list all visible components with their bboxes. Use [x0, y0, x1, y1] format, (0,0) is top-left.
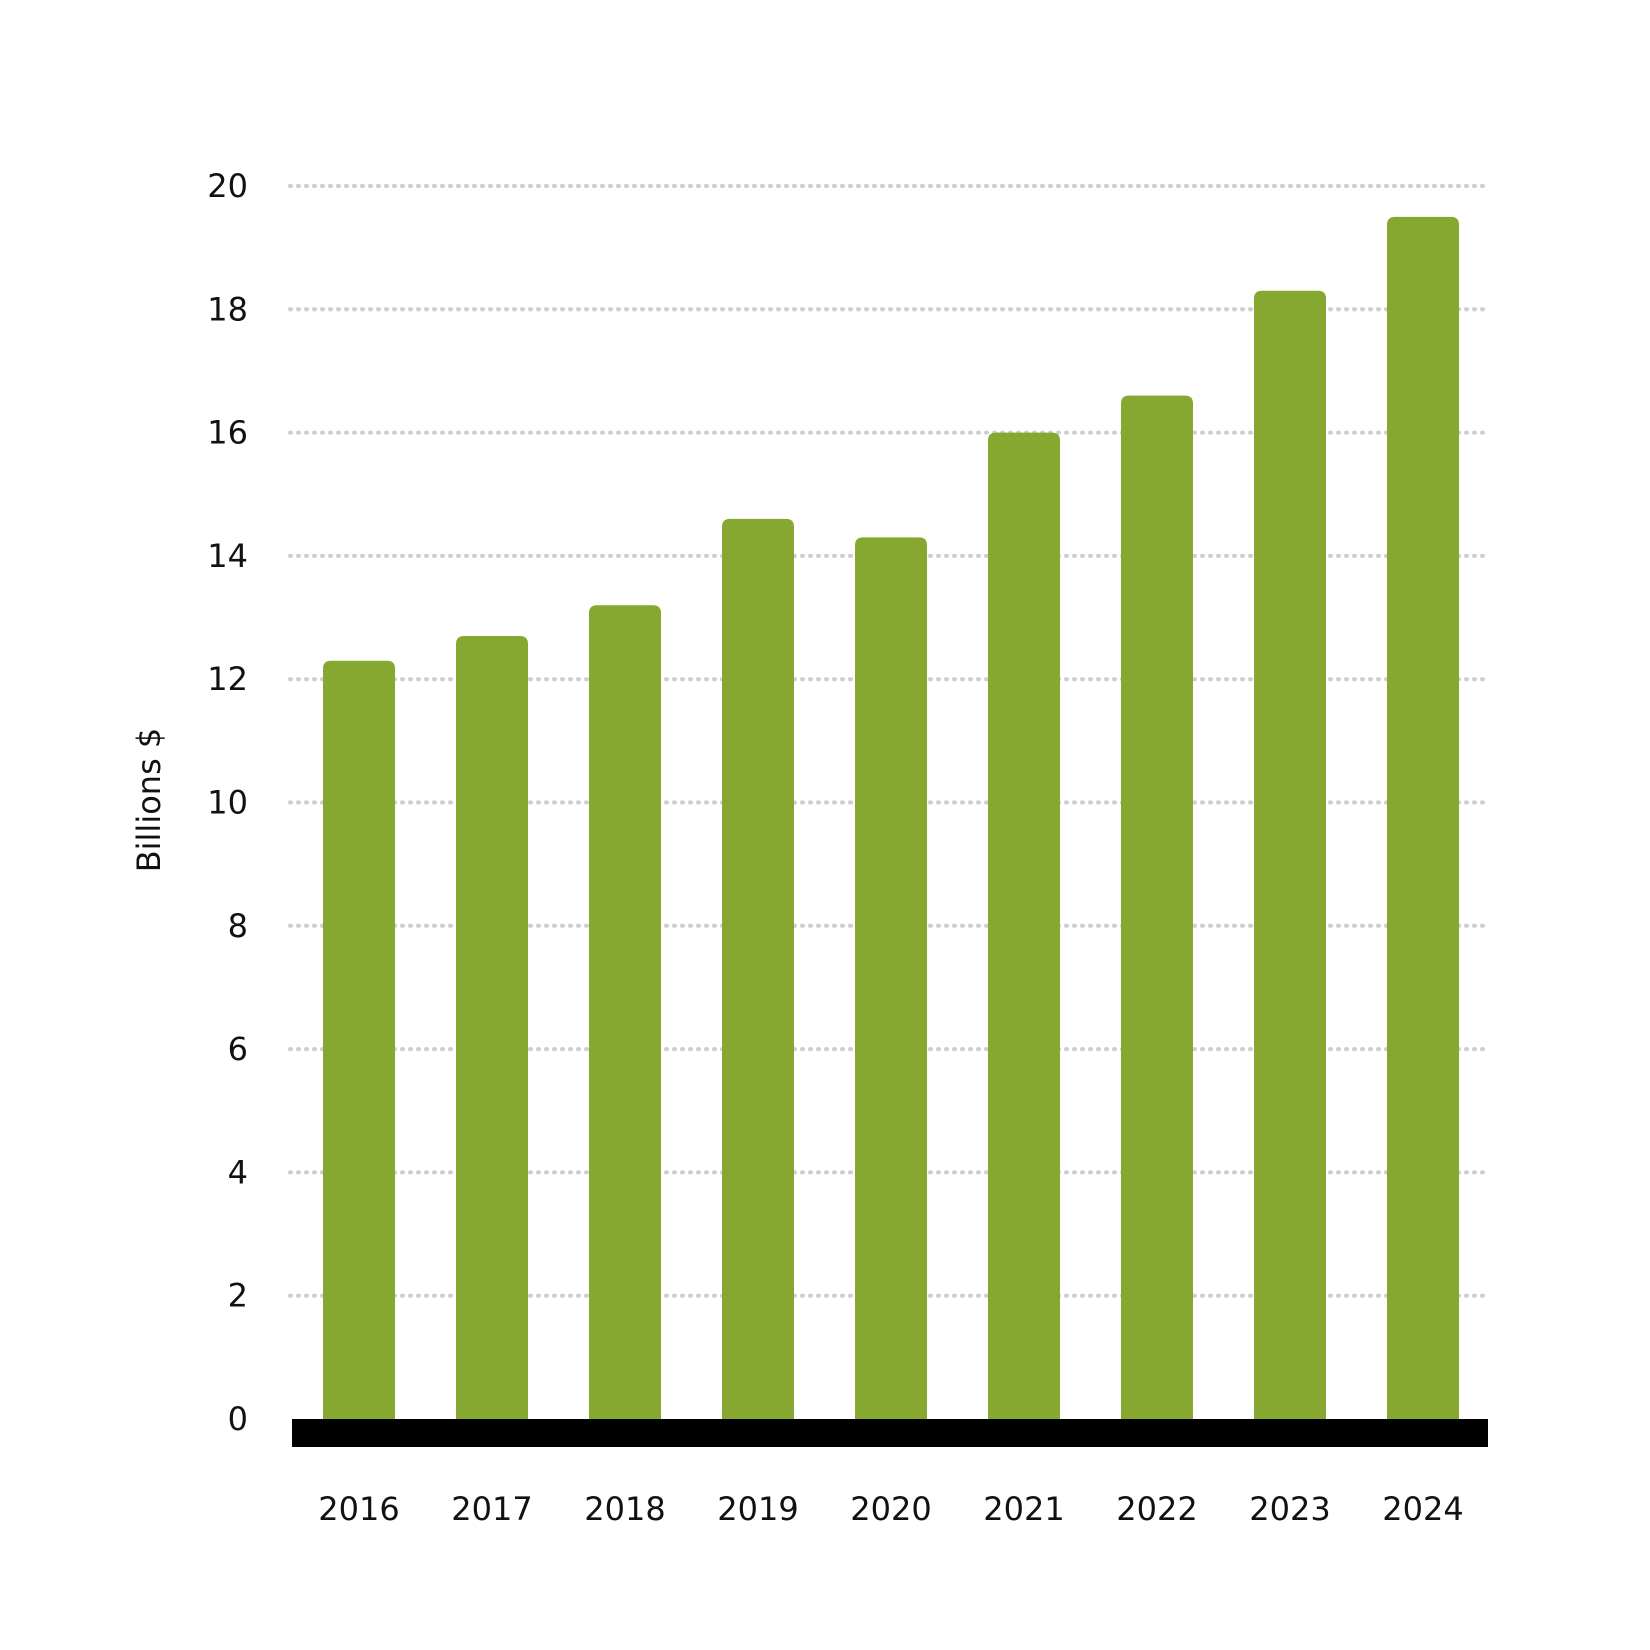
bars	[323, 216, 1459, 1424]
bar-2017	[456, 636, 528, 1423]
x-axis-ticks: 2016 2017 2018 2019 2020 2021 2022 2023 2024	[318, 1490, 1463, 1528]
x-tick-label: 2019	[717, 1490, 798, 1528]
y-axis-title: Billions $	[130, 728, 168, 873]
y-tick-label: 18	[207, 290, 248, 328]
x-tick-label: 2022	[1116, 1490, 1197, 1528]
x-tick-label: 2017	[451, 1490, 532, 1528]
y-tick-label: 14	[207, 537, 248, 575]
y-tick-label: 8	[228, 907, 248, 945]
bar-2016	[323, 660, 395, 1423]
y-tick-label: 2	[228, 1277, 248, 1315]
bar-2020	[855, 537, 927, 1423]
y-tick-label: 12	[207, 660, 248, 698]
x-tick-label: 2021	[983, 1490, 1064, 1528]
bar-2018	[589, 605, 661, 1423]
y-tick-label: 4	[228, 1153, 248, 1191]
y-tick-label: 0	[228, 1400, 248, 1438]
bar-2021	[988, 432, 1060, 1424]
x-tick-label: 2020	[850, 1490, 931, 1528]
bar-2019	[722, 518, 794, 1423]
x-tick-label: 2023	[1249, 1490, 1330, 1528]
x-tick-label: 2018	[584, 1490, 665, 1528]
y-tick-label: 20	[207, 167, 248, 205]
y-tick-label: 6	[228, 1030, 248, 1068]
x-tick-label: 2024	[1382, 1490, 1463, 1528]
y-axis-ticks: 0 2 4 6 8 10 12 14 16 18 20	[207, 167, 248, 1438]
bar-2023	[1254, 290, 1326, 1424]
x-tick-label: 2016	[318, 1490, 399, 1528]
y-tick-label: 16	[207, 414, 248, 452]
x-axis-baseline	[292, 1419, 1488, 1447]
bar-2024	[1387, 216, 1459, 1424]
bar-2022	[1121, 395, 1193, 1423]
y-tick-label: 10	[207, 784, 248, 822]
